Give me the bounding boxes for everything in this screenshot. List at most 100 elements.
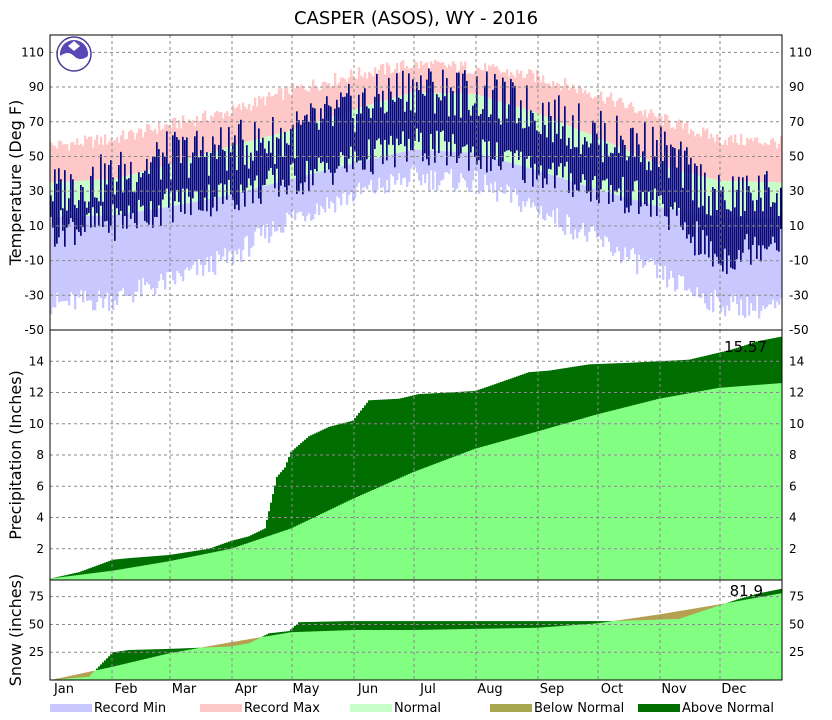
precip-observed-bar [116, 559, 119, 580]
snow-normal-bar [760, 596, 763, 680]
precip-normal-bar [690, 392, 693, 580]
record-min-band-bar [432, 150, 435, 190]
observed-temperature-bar [140, 177, 142, 207]
precip-normal-bar [258, 539, 261, 580]
snow-normal-bar [208, 647, 211, 680]
record-min-band-bar [576, 183, 579, 239]
observed-temperature-bar [60, 179, 62, 211]
observed-temperature-bar [540, 134, 542, 166]
normal-band-bar [102, 179, 105, 216]
record-max-band-bar [642, 115, 645, 158]
record-max-band-bar [206, 119, 209, 154]
snow-normal-bar [510, 628, 513, 680]
record-min-band-bar [78, 216, 81, 298]
precip-normal-bar [636, 404, 639, 580]
snow-below-normal-bar [86, 672, 89, 680]
snow-normal-bar [110, 667, 113, 680]
record-max-band-bar [750, 138, 753, 182]
record-min-band-bar [154, 208, 157, 295]
precip-normal-bar [722, 387, 725, 580]
y-tick-label-left: 25 [29, 645, 44, 659]
record-min-band-bar [62, 216, 65, 302]
snow-below-normal-bar [74, 674, 77, 680]
snow-normal-bar [92, 672, 95, 680]
snow-normal-bar [686, 616, 689, 680]
observed-temperature-bar [716, 210, 718, 257]
precip-normal-bar [570, 421, 573, 580]
record-min-band-bar [242, 191, 245, 251]
record-min-band-bar [118, 214, 121, 292]
snow-normal-bar [688, 615, 691, 680]
record-min-band-bar [128, 212, 131, 296]
snow-below-normal-bar [64, 676, 67, 680]
observed-temperature-bar [444, 96, 446, 142]
precip-normal-bar [98, 572, 101, 580]
precip-normal-bar [300, 523, 303, 580]
record-min-band-bar [120, 214, 123, 291]
snow-normal-bar [418, 629, 421, 680]
record-max-band-bar [222, 118, 225, 149]
precip-normal-bar [686, 393, 689, 580]
record-max-band-bar [744, 145, 747, 182]
precip-normal-bar [248, 542, 251, 580]
record-max-band-bar [590, 97, 593, 135]
observed-temperature-bar [686, 147, 688, 239]
record-max-band-bar [114, 139, 117, 179]
observed-temperature-bar [336, 99, 338, 169]
precip-normal-bar [194, 556, 197, 580]
record-min-band-bar [80, 216, 83, 291]
record-min-band-bar [296, 177, 299, 214]
observed-temperature-bar [314, 108, 316, 170]
record-min-band-bar [480, 154, 483, 192]
record-max-band-bar [256, 106, 259, 140]
y-tick-label-right: 30 [789, 184, 804, 198]
snow-normal-bar [266, 636, 269, 680]
precip-normal-bar [56, 577, 59, 580]
snow-normal-bar [414, 629, 417, 680]
precip-normal-bar [428, 466, 431, 580]
precip-normal-bar [632, 405, 635, 580]
snow-normal-bar [340, 630, 343, 680]
record-max-band-bar [318, 90, 321, 122]
precip-normal-bar [660, 398, 663, 580]
observed-temperature-bar [660, 126, 662, 196]
record-max-band-bar [342, 77, 345, 113]
precip-observed-bar [296, 446, 299, 580]
precip-observed-bar [312, 434, 315, 581]
record-max-band-bar [758, 143, 761, 182]
observed-temperature-bar [334, 108, 336, 173]
observed-temperature-bar [288, 144, 290, 186]
observed-temperature-bar [272, 117, 274, 175]
observed-temperature-bar [294, 158, 296, 176]
record-min-band-bar [766, 217, 769, 308]
record-max-band-bar [210, 115, 213, 153]
record-max-band-bar [368, 71, 371, 105]
record-min-band-bar [308, 174, 311, 214]
precip-observed-bar [118, 559, 121, 580]
record-min-band-bar [562, 178, 565, 232]
record-min-band-bar [556, 176, 559, 209]
month-label-jun: Jun [357, 682, 378, 697]
precip-normal-bar [530, 433, 533, 580]
precip-normal-bar [736, 386, 739, 580]
precip-normal-bar [112, 570, 115, 581]
observed-temperature-bar [124, 163, 126, 216]
snow-normal-bar [216, 647, 219, 680]
observed-temperature-bar [396, 73, 398, 139]
precip-normal-bar [190, 556, 193, 580]
precip-normal-bar [394, 480, 397, 580]
record-max-band-bar [582, 93, 585, 132]
record-max-band-bar [742, 144, 745, 182]
observed-temperature-bar [512, 82, 514, 168]
record-max-band-bar [688, 134, 691, 173]
observed-temperature-bar [262, 137, 264, 186]
record-min-band-bar [176, 205, 179, 271]
observed-temperature-bar [74, 204, 76, 245]
precip-normal-bar [536, 431, 539, 580]
record-min-band-bar [666, 208, 669, 288]
observed-temperature-bar [724, 200, 726, 249]
record-max-band-bar [564, 78, 567, 125]
precip-normal-bar [228, 549, 231, 580]
record-min-band-bar [230, 194, 233, 251]
snow-normal-bar [290, 632, 293, 680]
